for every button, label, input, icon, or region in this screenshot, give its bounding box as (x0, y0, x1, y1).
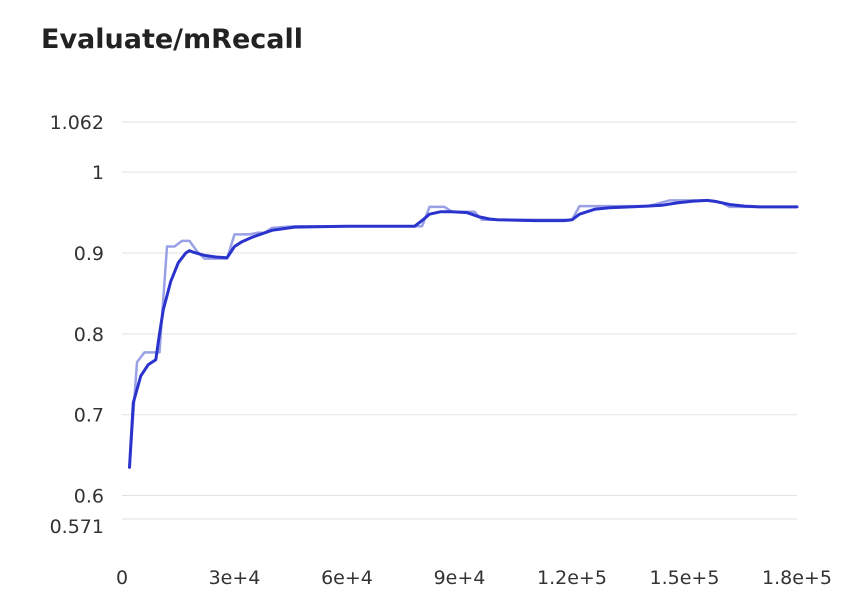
chart-title: Evaluate/mRecall (41, 24, 304, 55)
y-tick-label: 0.8 (74, 324, 104, 346)
y-tick-label: 0.9 (74, 243, 104, 265)
y-axis-ticks: 1.062 1 0.9 0.8 0.7 0.6 0.571 (50, 112, 104, 538)
x-tick-label: 1.2e+5 (537, 567, 607, 589)
series-line-raw (128, 199, 799, 469)
series-lines (128, 198, 799, 469)
y-tick-label: 1 (92, 162, 104, 184)
x-axis-ticks: 0 3e+4 6e+4 9e+4 1.2e+5 1.5e+5 1.8e+5 (116, 567, 832, 589)
y-tick-label: 0.571 (50, 516, 104, 538)
x-tick-label: 1.5e+5 (650, 567, 720, 589)
x-tick-label: 9e+4 (434, 567, 486, 589)
x-tick-label: 3e+4 (209, 567, 261, 589)
x-tick-label: 1.8e+5 (762, 567, 832, 589)
x-tick-label: 0 (116, 567, 128, 589)
y-tick-label: 1.062 (50, 112, 104, 134)
x-tick-label: 6e+4 (321, 567, 373, 589)
grid (122, 121, 797, 520)
y-tick-label: 0.7 (74, 405, 104, 427)
series-line-smoothed (128, 198, 799, 469)
y-tick-label: 0.6 (74, 486, 104, 508)
